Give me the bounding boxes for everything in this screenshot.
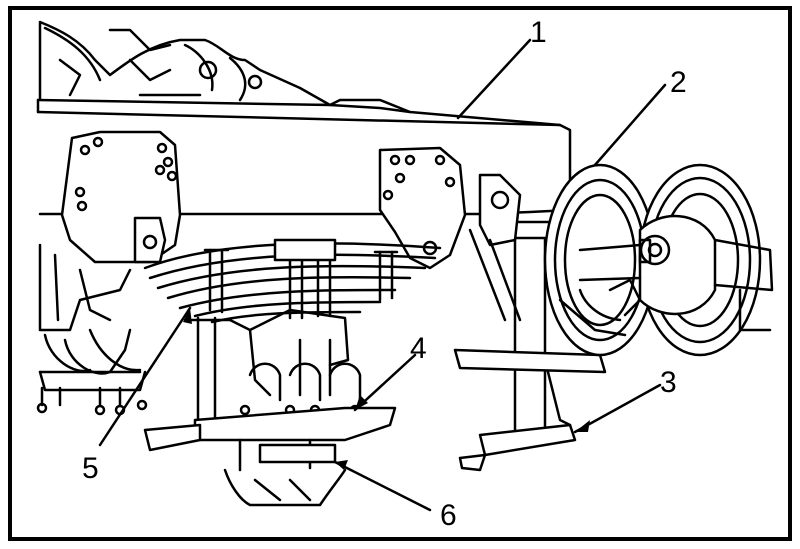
- front-spring-hanger: [60, 130, 182, 264]
- arrow-6-head: [335, 460, 348, 470]
- leader-1: [456, 38, 532, 120]
- rear-wheels: [543, 163, 774, 357]
- callout-2: 2: [670, 66, 687, 99]
- arrow-3-head: [575, 420, 590, 432]
- leader-lines: [98, 38, 667, 512]
- rear-spring-hanger: [378, 146, 467, 270]
- callout-6: 6: [440, 499, 457, 532]
- callout-4: 4: [410, 332, 427, 365]
- leader-5: [98, 306, 192, 447]
- callout-5: 5: [82, 452, 99, 485]
- leader-2: [593, 83, 667, 167]
- leader-6: [333, 460, 432, 512]
- callout-1: 1: [530, 16, 547, 49]
- callout-3: 3: [660, 366, 677, 399]
- leaf-spring: [143, 238, 442, 324]
- arrow-4-head: [355, 395, 368, 410]
- arrow-5-head: [183, 308, 192, 324]
- callout-labels: 1 2 3 4 5 6: [82, 16, 687, 532]
- leader-arrowheads: [183, 308, 590, 470]
- engine-block: [38, 20, 332, 107]
- rear-axle-stand: [453, 173, 607, 472]
